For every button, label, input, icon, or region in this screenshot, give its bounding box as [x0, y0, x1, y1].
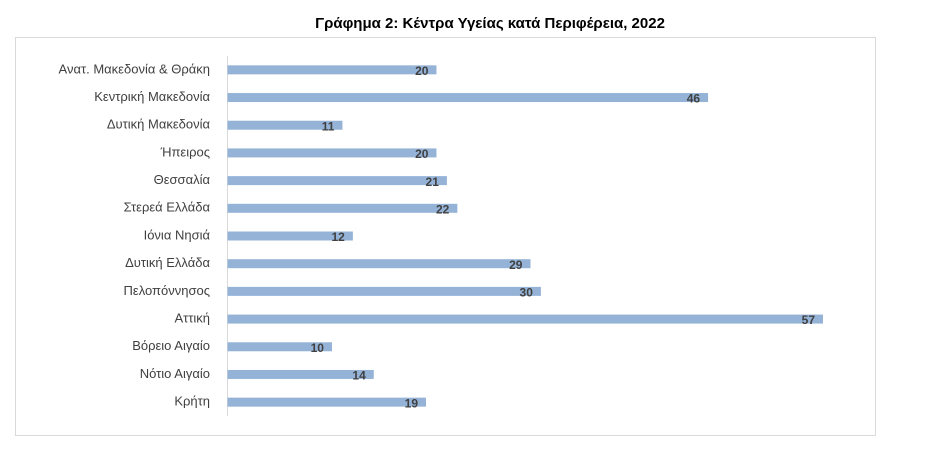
category-label: Κρήτη: [174, 394, 210, 409]
bar: [227, 259, 531, 269]
bar: [227, 148, 437, 158]
category-label: Αττική: [174, 311, 210, 326]
data-label: 30: [520, 286, 534, 300]
bar: [227, 397, 426, 407]
data-label: 29: [509, 258, 523, 272]
chart-title: Γράφημα 2: Κέντρα Υγείας κατά Περιφέρεια…: [315, 15, 665, 32]
category-label: Ήπειρος: [160, 144, 210, 159]
bar: [227, 231, 353, 241]
category-label: Κεντρική Μακεδονία: [94, 89, 210, 104]
bar: [227, 120, 343, 130]
data-label: 12: [332, 230, 346, 244]
category-label: Βόρειο Αιγαίο: [132, 338, 210, 353]
category-label: Ιόνια Νησιά: [144, 227, 211, 242]
data-label: 22: [436, 202, 450, 216]
bar: [227, 369, 374, 379]
data-label: 20: [415, 147, 429, 161]
bar: [227, 286, 541, 296]
category-label: Θεσσαλία: [154, 172, 211, 187]
category-label: Ανατ. Μακεδονία & Θράκη: [59, 61, 210, 76]
bar: [227, 203, 458, 213]
bar: [227, 314, 823, 324]
category-label: Νότιο Αιγαίο: [140, 366, 210, 381]
category-label: Πελοπόννησος: [124, 283, 210, 298]
data-label: 19: [405, 396, 419, 410]
bar: [227, 342, 332, 352]
data-label: 21: [426, 175, 440, 189]
chart-border: [15, 37, 876, 436]
data-label: 11: [322, 119, 335, 133]
data-label: 20: [415, 64, 429, 78]
category-label: Δυτική Ελλάδα: [125, 255, 210, 270]
data-label: 10: [311, 341, 325, 355]
bar: [227, 65, 437, 75]
bar: [227, 93, 709, 103]
data-label: 14: [352, 369, 366, 383]
category-label: Στερεά Ελλάδα: [124, 200, 211, 215]
bar: [227, 176, 447, 186]
data-label: 57: [802, 313, 816, 327]
category-label: Δυτική Μακεδονία: [107, 117, 211, 132]
data-label: 46: [687, 92, 701, 106]
